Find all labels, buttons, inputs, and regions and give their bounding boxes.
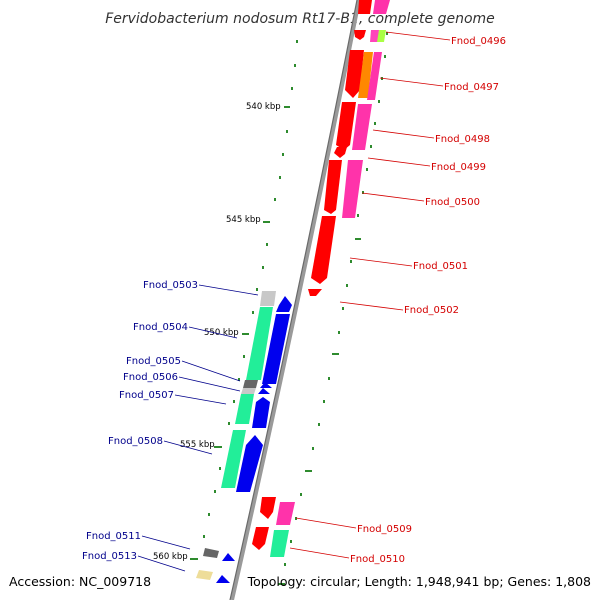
scale-labels: 540 kbp 545 kbp 550 kbp 555 kbp 560 kbp	[153, 102, 281, 562]
gene-block[interactable]	[243, 380, 258, 388]
gene-block[interactable]	[203, 548, 219, 558]
gene-arrow[interactable]	[260, 497, 276, 519]
map-title: Fervidobacterium nodosum Rt17-B1, comple…	[105, 11, 495, 27]
gene-arrow[interactable]	[354, 30, 366, 40]
gene-label-fnod-0508[interactable]: Fnod_0508	[108, 436, 163, 447]
gene-block[interactable]	[352, 104, 372, 150]
gene-label-fnod-0509[interactable]: Fnod_0509	[357, 524, 412, 535]
gene-block[interactable]	[373, 0, 390, 14]
gene-arrow[interactable]	[324, 160, 342, 214]
gene-label-fnod-0502[interactable]: Fnod_0502	[404, 305, 459, 316]
gene-block[interactable]	[270, 530, 289, 557]
gene-arrow[interactable]	[222, 553, 235, 561]
gene-label-fnod-0504[interactable]: Fnod_0504	[133, 322, 188, 333]
gene-block[interactable]	[241, 388, 256, 394]
gene-arrow[interactable]	[252, 397, 270, 428]
gene-label-fnod-0501[interactable]: Fnod_0501	[413, 261, 468, 272]
forward-gene-labels: Fnod_0496 Fnod_0497 Fnod_0498 Fnod_0499 …	[289, 31, 506, 565]
gene-label-fnod-0497[interactable]: Fnod_0497	[444, 82, 499, 93]
reverse-strand-features	[196, 291, 292, 583]
scale-label-555: 555 kbp	[180, 440, 215, 450]
reverse-gene-labels: Fnod_0503 Fnod_0504 Fnod_0505 Fnod_0506 …	[82, 280, 259, 572]
gene-block[interactable]	[276, 502, 295, 525]
gene-block[interactable]	[196, 570, 213, 580]
gene-arrow[interactable]	[260, 382, 272, 388]
gene-block[interactable]	[377, 30, 386, 42]
gene-arrow[interactable]	[336, 102, 356, 150]
gene-arrow[interactable]	[345, 50, 364, 98]
gene-label-fnod-0496[interactable]: Fnod_0496	[451, 36, 506, 47]
gene-block[interactable]	[235, 394, 254, 424]
gene-arrow[interactable]	[276, 296, 292, 312]
gene-arrow[interactable]	[216, 575, 230, 583]
gene-label-fnod-0505[interactable]: Fnod_0505	[126, 356, 181, 367]
gene-block[interactable]	[260, 291, 276, 306]
gene-label-fnod-0500[interactable]: Fnod_0500	[425, 197, 480, 208]
gene-label-fnod-0506[interactable]: Fnod_0506	[123, 372, 178, 383]
gene-label-fnod-0510[interactable]: Fnod_0510	[350, 554, 405, 565]
gene-block[interactable]	[246, 307, 273, 380]
gene-block[interactable]	[342, 160, 363, 218]
gene-block[interactable]	[221, 430, 246, 488]
gene-label-fnod-0503[interactable]: Fnod_0503	[143, 280, 198, 291]
scale-label-560: 560 kbp	[153, 552, 188, 562]
gene-block[interactable]	[358, 0, 372, 14]
gene-label-fnod-0498[interactable]: Fnod_0498	[435, 134, 490, 145]
scale-label-545: 545 kbp	[226, 215, 261, 225]
gene-label-fnod-0513[interactable]: Fnod_0513	[82, 551, 137, 562]
gene-arrow[interactable]	[311, 216, 336, 284]
gene-label-fnod-0499[interactable]: Fnod_0499	[431, 162, 486, 173]
genome-backbone-edge	[229, 0, 358, 600]
gene-label-fnod-0511[interactable]: Fnod_0511	[86, 531, 141, 542]
genome-summary-text: Topology: circular; Length: 1,948,941 bp…	[247, 574, 591, 589]
gene-arrow[interactable]	[236, 435, 263, 492]
gene-arrow[interactable]	[252, 527, 269, 550]
gene-arrow[interactable]	[334, 147, 347, 158]
gene-arrow[interactable]	[308, 289, 322, 296]
gene-block[interactable]	[370, 30, 379, 42]
scale-label-550: 550 kbp	[204, 328, 239, 338]
gene-block[interactable]	[367, 52, 382, 100]
gene-arrow[interactable]	[258, 388, 270, 394]
gene-arrow[interactable]	[262, 314, 290, 384]
accession-text: Accession: NC_009718	[9, 574, 151, 589]
genome-backbone	[230, 0, 361, 600]
scale-label-540: 540 kbp	[246, 102, 281, 112]
scale-dots	[190, 32, 388, 585]
forward-strand-features	[252, 0, 390, 557]
gene-label-fnod-0507[interactable]: Fnod_0507	[119, 390, 174, 401]
